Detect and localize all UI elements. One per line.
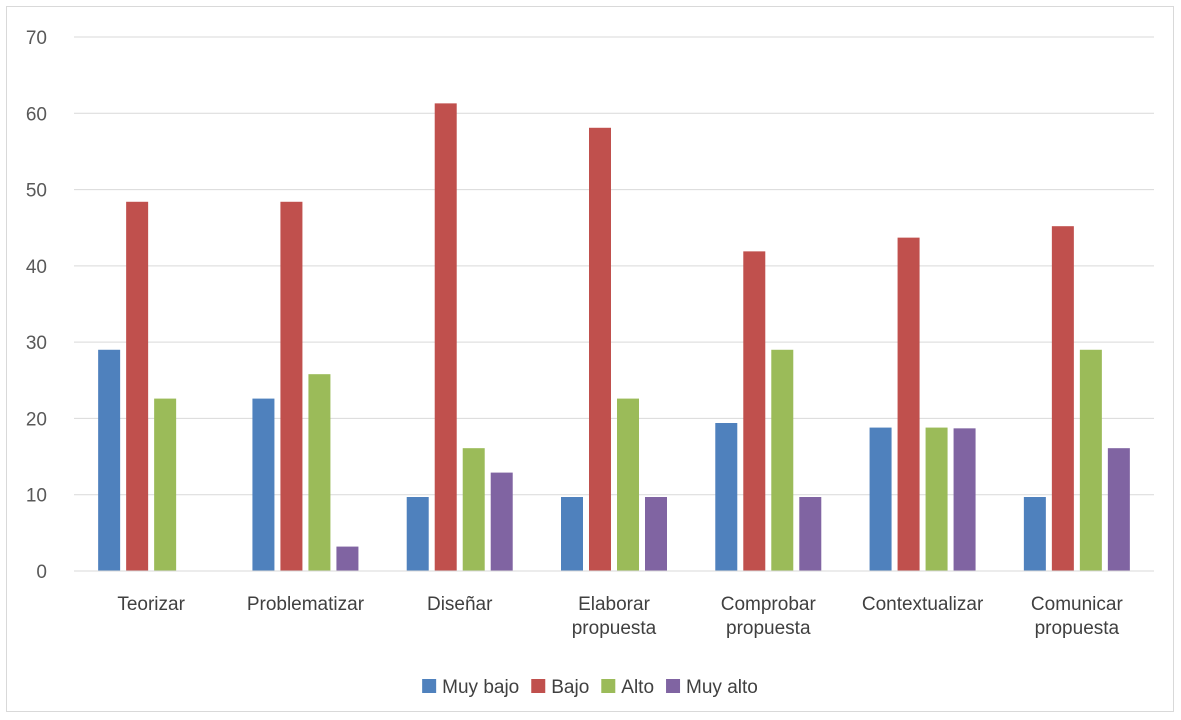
y-tick-label: 60	[26, 104, 47, 125]
legend-label: Muy bajo	[442, 677, 519, 698]
category-labels: Teorizar Problematizar Diseñar Elaborar prop…	[117, 594, 1123, 639]
y-tick-label: 50	[26, 181, 47, 202]
bar	[925, 427, 948, 571]
category-label: propuesta	[1035, 618, 1120, 639]
bars	[98, 103, 1130, 572]
category-label: Problematizar	[247, 594, 365, 615]
legend: Muy bajo Bajo Alto Muy alto	[422, 677, 758, 698]
bar	[1023, 497, 1046, 571]
bar	[561, 497, 583, 571]
legend-label: Alto	[621, 677, 654, 698]
bar	[869, 427, 892, 571]
bar	[154, 398, 177, 571]
bar	[252, 398, 275, 571]
legend-label: Bajo	[551, 677, 589, 698]
bar	[645, 497, 667, 571]
category-label: Contextualizar	[862, 594, 984, 615]
bar	[98, 349, 121, 571]
y-tick-label: 30	[26, 333, 47, 354]
bar	[1051, 226, 1074, 571]
y-tick-label: 10	[26, 486, 47, 507]
bar	[434, 103, 457, 572]
legend-label: Muy alto	[686, 677, 758, 698]
legend-swatch	[666, 679, 681, 693]
bar	[715, 423, 738, 571]
bar	[897, 237, 920, 572]
category-label: Diseñar	[427, 594, 493, 615]
bar	[126, 201, 149, 571]
bar	[490, 472, 513, 571]
y-tick-label: 0	[36, 562, 47, 583]
y-tick-label: 20	[26, 409, 47, 430]
bar	[771, 349, 794, 571]
category-label: Elaborar	[578, 594, 650, 615]
legend-swatch	[601, 679, 616, 693]
bar	[406, 497, 429, 571]
category-label: propuesta	[572, 618, 657, 639]
y-axis-tick-labels: 0 10 20 30 40 50 60 70	[26, 28, 47, 583]
y-tick-label: 70	[26, 28, 47, 49]
bar	[1079, 349, 1102, 571]
legend-swatch	[422, 679, 437, 693]
bar	[462, 448, 485, 571]
category-label: Comunicar	[1031, 594, 1124, 615]
legend-swatch	[531, 679, 546, 693]
bar	[336, 546, 359, 571]
gridlines	[74, 36, 1154, 496]
category-label: propuesta	[726, 618, 811, 639]
bar	[743, 251, 766, 571]
bar	[1107, 448, 1130, 571]
bar	[589, 127, 611, 571]
bar	[617, 398, 639, 571]
category-label: Teorizar	[117, 594, 185, 615]
y-tick-label: 40	[26, 257, 47, 278]
category-label: Comprobar	[721, 594, 817, 615]
bar	[799, 497, 822, 571]
bar	[308, 374, 331, 571]
bar	[953, 428, 976, 571]
bar	[280, 201, 303, 571]
